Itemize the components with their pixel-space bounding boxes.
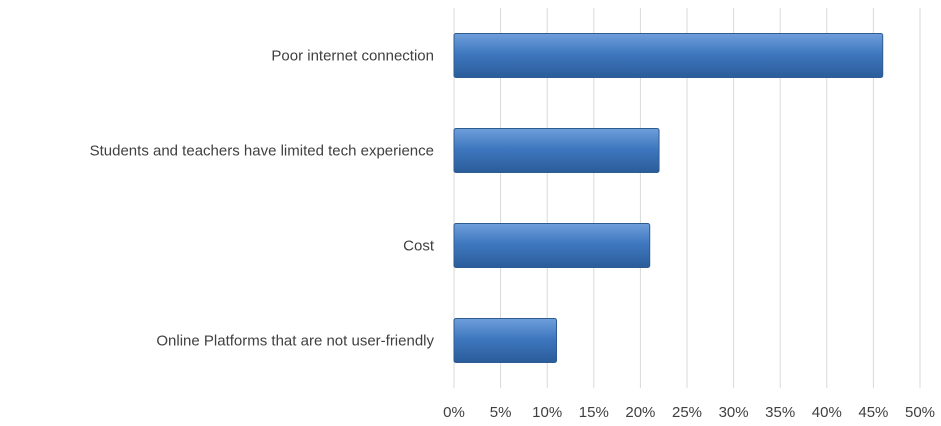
category-label: Poor internet connection (271, 48, 434, 65)
x-tick-label: 30% (719, 404, 749, 421)
x-tick-label: 50% (905, 404, 935, 421)
x-tick-label: 20% (625, 404, 655, 421)
category-label: Students and teachers have limited tech … (90, 143, 434, 160)
x-tick-label: 45% (858, 404, 888, 421)
category-labels: Poor internet connection Students and tea… (90, 48, 435, 350)
bar (453, 33, 884, 78)
x-tick-label: 5% (490, 404, 512, 421)
bar (453, 223, 651, 268)
x-tick-label: 10% (532, 404, 562, 421)
bar (453, 318, 558, 363)
x-tick-label: 35% (765, 404, 795, 421)
category-label: Online Platforms that are not user-frien… (156, 333, 434, 350)
x-tick-label: 40% (812, 404, 842, 421)
bar (453, 128, 660, 173)
category-label: Cost (403, 238, 435, 255)
x-tick-label: 25% (672, 404, 702, 421)
bars (453, 33, 884, 363)
x-tick-labels: 0% 5% 10% 15% 20% 25% 30% 35% 40% 45% 50% (443, 404, 935, 421)
x-tick-label: 0% (443, 404, 465, 421)
x-tick-label: 15% (579, 404, 609, 421)
